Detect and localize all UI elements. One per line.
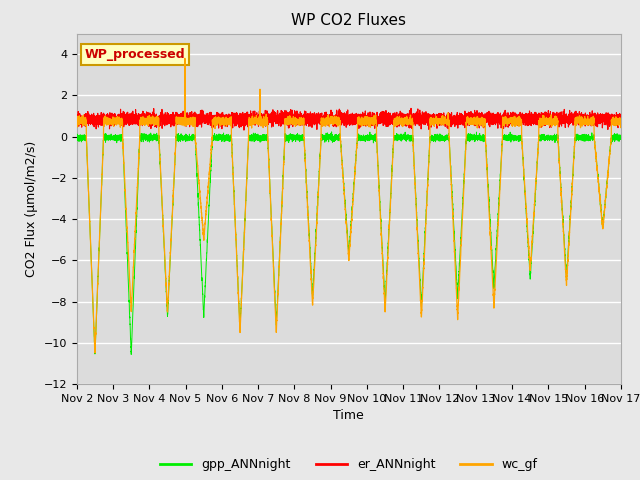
X-axis label: Time: Time — [333, 409, 364, 422]
Legend: gpp_ANNnight, er_ANNnight, wc_gf: gpp_ANNnight, er_ANNnight, wc_gf — [155, 453, 543, 476]
Text: WP_processed: WP_processed — [85, 48, 186, 61]
Title: WP CO2 Fluxes: WP CO2 Fluxes — [291, 13, 406, 28]
Y-axis label: CO2 Flux (μmol/m2/s): CO2 Flux (μmol/m2/s) — [25, 141, 38, 277]
